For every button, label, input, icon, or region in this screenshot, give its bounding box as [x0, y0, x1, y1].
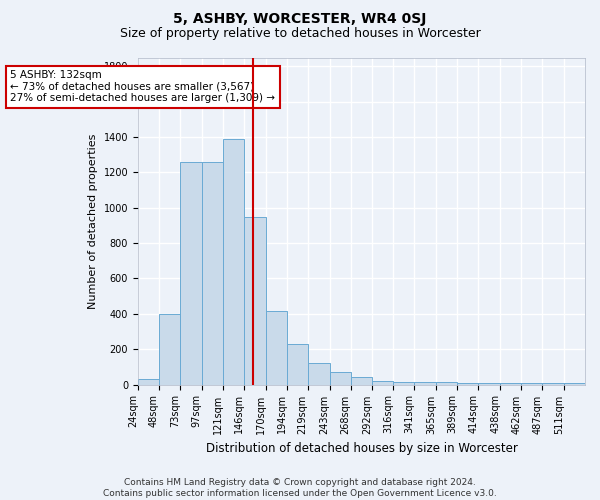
- X-axis label: Distribution of detached houses by size in Worcester: Distribution of detached houses by size …: [206, 442, 517, 455]
- Bar: [500, 383, 521, 384]
- Bar: [329, 372, 350, 384]
- Bar: [202, 162, 223, 384]
- Bar: [159, 314, 180, 384]
- Bar: [138, 380, 159, 384]
- Bar: [266, 311, 287, 384]
- Bar: [478, 383, 500, 384]
- Text: 5, ASHBY, WORCESTER, WR4 0SJ: 5, ASHBY, WORCESTER, WR4 0SJ: [173, 12, 427, 26]
- Bar: [521, 383, 542, 384]
- Bar: [373, 381, 394, 384]
- Bar: [308, 364, 329, 384]
- Bar: [287, 344, 308, 385]
- Bar: [350, 378, 373, 384]
- Bar: [457, 383, 478, 384]
- Text: Size of property relative to detached houses in Worcester: Size of property relative to detached ho…: [119, 28, 481, 40]
- Text: Contains HM Land Registry data © Crown copyright and database right 2024.
Contai: Contains HM Land Registry data © Crown c…: [103, 478, 497, 498]
- Bar: [244, 216, 266, 384]
- Bar: [223, 139, 244, 384]
- Y-axis label: Number of detached properties: Number of detached properties: [88, 134, 98, 308]
- Text: 5 ASHBY: 132sqm
← 73% of detached houses are smaller (3,567)
27% of semi-detache: 5 ASHBY: 132sqm ← 73% of detached houses…: [10, 70, 275, 103]
- Bar: [415, 382, 436, 384]
- Bar: [180, 162, 202, 384]
- Bar: [394, 382, 415, 384]
- Bar: [542, 383, 564, 384]
- Bar: [564, 383, 585, 384]
- Bar: [436, 382, 457, 384]
